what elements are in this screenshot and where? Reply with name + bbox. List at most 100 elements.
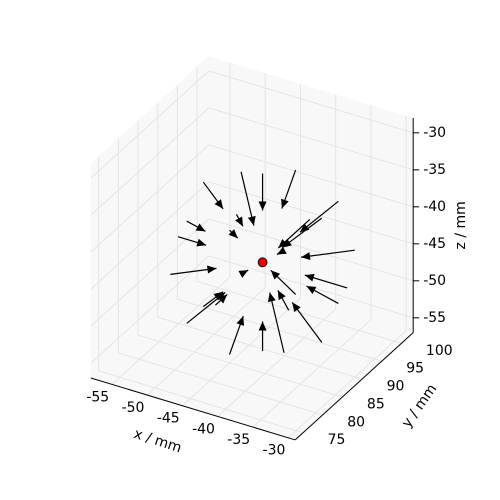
z-tick-label: -55 [423, 310, 446, 326]
y-tick-label: 95 [406, 361, 424, 377]
arrow [306, 285, 339, 304]
grid-line [90, 255, 210, 364]
center-point [257, 257, 268, 268]
y-axis-line [294, 332, 414, 441]
y-tick-label: 80 [347, 414, 365, 430]
x-tick-label: -40 [192, 421, 215, 437]
arrow-head [247, 215, 256, 226]
arrow [186, 220, 206, 232]
arrow [186, 291, 226, 324]
arrow [258, 321, 267, 352]
grid-line [146, 287, 266, 396]
z-tick-label: -40 [423, 199, 446, 215]
arrow-head [258, 201, 267, 211]
arrow-head [236, 316, 245, 326]
arrow-head [278, 238, 288, 248]
grid-line [252, 319, 372, 428]
y-tick-label: 90 [387, 379, 405, 395]
grid-line [208, 70, 414, 134]
x-axis-label: x / mm [132, 426, 184, 456]
grid-line [208, 218, 414, 282]
arrow [202, 181, 224, 210]
grid-line [177, 298, 382, 362]
arrow-head [214, 199, 224, 209]
x-tick-label: -30 [263, 443, 286, 459]
arrow-head [195, 223, 206, 232]
y-axis-label: y / mm [399, 381, 440, 430]
arrow [258, 173, 267, 211]
x-tick-label: -35 [227, 432, 250, 448]
grid-line [90, 218, 210, 327]
arrow [238, 269, 249, 278]
grid-line [208, 181, 414, 245]
arrow [291, 301, 323, 343]
grid-line [137, 334, 343, 398]
grid-line [208, 144, 414, 208]
arrow [267, 292, 285, 353]
grid-line [90, 70, 210, 179]
arrow [300, 249, 355, 261]
y-tick-label: 100 [426, 343, 453, 359]
arrow-head [304, 273, 315, 282]
grid-line [98, 370, 304, 434]
arrow-head [276, 246, 287, 255]
grid-line [90, 107, 210, 216]
arrow-head [267, 292, 276, 303]
grid-line [287, 330, 407, 439]
grid-line [157, 316, 363, 380]
arrow-head [235, 216, 243, 227]
grid-line [217, 308, 337, 417]
arrow [270, 269, 297, 295]
arrow-head [207, 265, 217, 274]
arrow [240, 171, 256, 226]
arrow [277, 290, 290, 311]
arrow-head [301, 252, 311, 261]
arrow [177, 236, 207, 247]
arrow-head [238, 270, 249, 278]
grid-line [208, 107, 414, 171]
arrow-head [228, 229, 238, 239]
grid-line [90, 181, 210, 290]
arrow-head [196, 238, 207, 247]
arrow-shaft [269, 292, 285, 353]
arrow [235, 214, 244, 227]
arrow [276, 246, 287, 256]
arrow [299, 200, 339, 233]
arrow-head [270, 270, 281, 280]
arrow [281, 217, 323, 249]
arrow-head [292, 302, 301, 312]
x-tick-label: -50 [122, 400, 145, 416]
pane-back-x [90, 56, 209, 378]
arrow-head [258, 321, 267, 331]
x-tick-label: -55 [86, 389, 109, 405]
z-tick-label: -30 [423, 125, 446, 141]
arrow [281, 169, 297, 209]
arrow-head [215, 292, 226, 302]
grid-line [182, 298, 301, 407]
z-tick-label: -35 [423, 162, 446, 178]
z-tick-label: -45 [423, 236, 446, 252]
arrow [170, 265, 217, 275]
arrow-head [299, 223, 310, 233]
z-tick-label: -50 [423, 273, 446, 289]
arrow-head [282, 238, 292, 248]
z-axis-label: z / mm [453, 201, 469, 249]
arrow [304, 273, 348, 289]
grid-line [90, 144, 210, 253]
arrow [228, 229, 239, 239]
arrow-shaft [300, 249, 355, 258]
y-tick-label: 75 [328, 432, 346, 448]
arrow-head [277, 290, 286, 301]
arrow [228, 315, 245, 355]
y-tick-label: 85 [367, 396, 385, 412]
arrow-head [217, 294, 228, 304]
arrow-shaft [240, 171, 255, 226]
x-tick-label: -45 [157, 411, 180, 427]
x-axis-line [90, 377, 296, 441]
grid-line [111, 276, 231, 385]
grid-line [118, 352, 323, 416]
arrow-head [281, 198, 289, 209]
arrow-head [306, 286, 317, 294]
